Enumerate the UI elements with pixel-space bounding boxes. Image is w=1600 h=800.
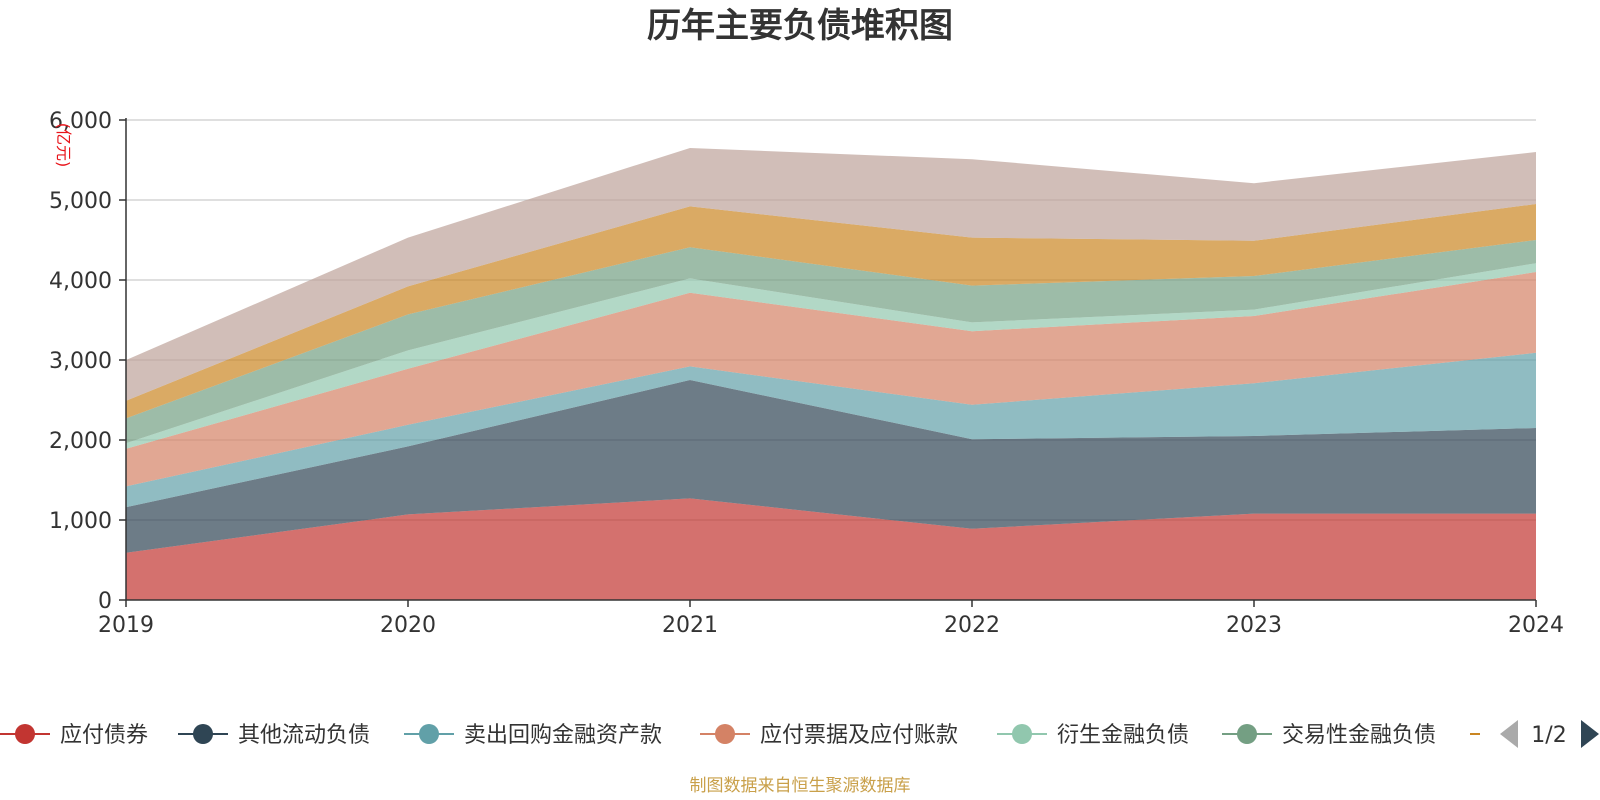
area-series-6 [126,240,1536,444]
source-note: 制图数据来自恒生聚源数据库 [690,776,911,796]
legend-item[interactable]: 卖出回购金融资产款 [404,723,662,748]
legend-label: 卖出回购金融资产款 [464,723,662,748]
area-series-2 [126,380,1536,553]
y-tick-label: 1,000 [49,509,112,534]
legend-item[interactable]: 应付票据及应付账款 [700,723,958,748]
y-axis-unit-label: (亿元) [54,123,73,168]
y-tick-label: 0 [98,589,112,614]
legend-label: 其他流动负债 [238,723,370,748]
legend-circle-marker [419,724,439,744]
legend-circle-marker [193,724,213,744]
legend-item[interactable]: 衍生金融负债 [997,723,1189,748]
legend-page-indicator: 1/2 [1531,723,1566,748]
legend-prev-page-icon[interactable] [1500,720,1518,748]
y-tick-label: 5,000 [49,189,112,214]
area-series-3 [126,352,1536,508]
area-series-7 [126,204,1536,419]
axes: 0 1,000 2,000 3,000 4,000 5,000 6,000 2019 2020 2… [49,109,1564,638]
legend-circle-marker [715,724,735,744]
x-tick-label: 2020 [380,613,436,638]
legend-label: 衍生金融负债 [1057,723,1189,748]
y-tick-label: 6,000 [49,109,112,134]
y-tick-label: 4,000 [49,269,112,294]
legend-circle-marker [1012,724,1032,744]
area-series-8 [126,148,1536,401]
legend-item[interactable]: 交易性金融负债 [1222,723,1436,748]
chart-title: 历年主要负债堆积图 [647,6,953,46]
legend-label: 应付债券 [60,723,148,748]
x-tick-label: 2024 [1508,613,1564,638]
legend-label: 应付票据及应付账款 [760,723,958,748]
legend-circle-marker [15,724,35,744]
y-tick-label: 2,000 [49,429,112,454]
legend-label: 交易性金融负债 [1282,723,1436,748]
y-tick-label: 3,000 [49,349,112,374]
legend: 应付债券 其他流动负债 卖出回购金融资产款 应付票据及应付账款 衍生金融负债 交易性金融负… [0,720,1599,748]
area-series-group [126,148,1536,600]
area-series-5 [126,263,1536,449]
x-tick-label: 2019 [98,613,154,638]
area-series-1 [126,498,1536,600]
area-series-4 [126,272,1536,487]
legend-item[interactable]: 应付债券 [0,723,148,748]
x-tick-label: 2023 [1226,613,1282,638]
legend-item[interactable]: 其他流动负债 [178,723,370,748]
legend-circle-marker [1237,724,1257,744]
x-tick-label: 2022 [944,613,1000,638]
legend-next-page-icon[interactable] [1581,720,1599,748]
x-tick-label: 2021 [662,613,718,638]
